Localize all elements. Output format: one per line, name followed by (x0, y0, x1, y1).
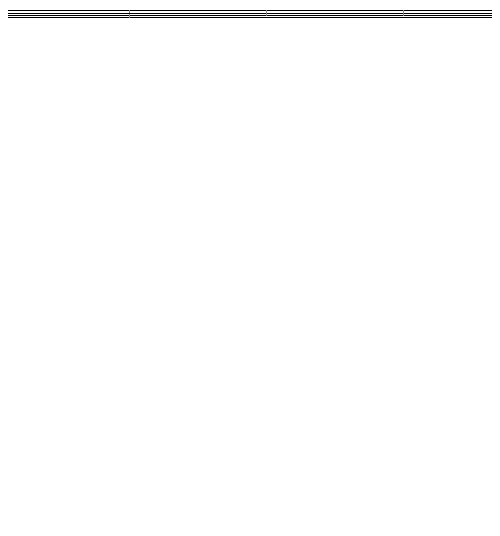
hist-header-row (8, 16, 492, 18)
main-table (8, 10, 492, 18)
